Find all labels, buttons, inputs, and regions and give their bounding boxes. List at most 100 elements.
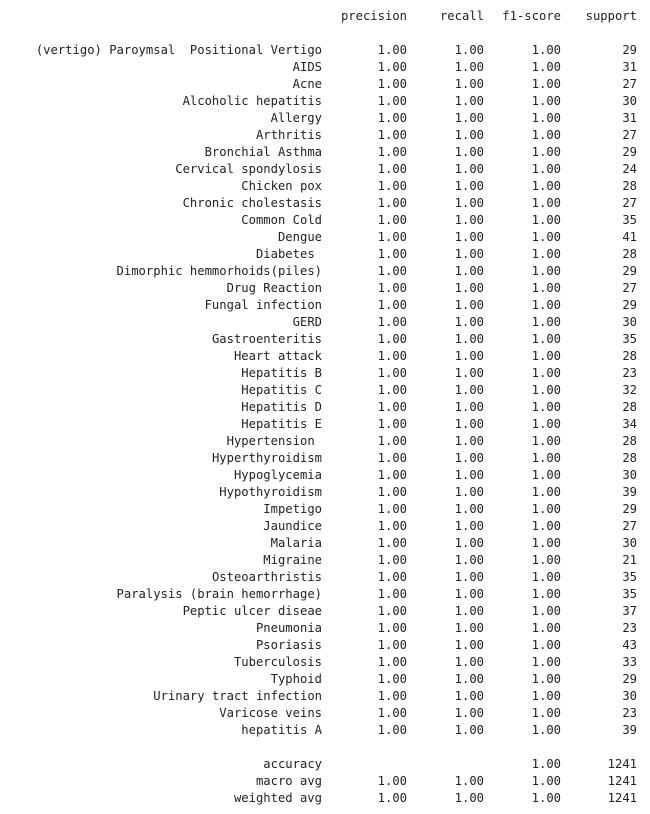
table-row: Osteoarthristis 1.00 1.00 1.00 35 xyxy=(0,569,650,586)
header-support: support xyxy=(585,9,637,23)
row-recall: 1.00 xyxy=(454,570,484,584)
row-support: 29 xyxy=(622,298,637,312)
row-recall: 1.00 xyxy=(454,247,484,261)
row-support: 28 xyxy=(622,179,637,193)
row-f1-score: 1.00 xyxy=(531,757,561,771)
row-f1-score: 1.00 xyxy=(531,315,561,329)
row-f1-score: 1.00 xyxy=(531,434,561,448)
row-f1-score: 1.00 xyxy=(531,451,561,465)
table-row: Hyperthyroidism 1.00 1.00 1.00 28 xyxy=(0,450,650,467)
row-label: Cervical spondylosis xyxy=(175,162,322,176)
row-recall: 1.00 xyxy=(454,366,484,380)
row-recall: 1.00 xyxy=(454,655,484,669)
row-f1-score: 1.00 xyxy=(531,485,561,499)
row-support: 35 xyxy=(622,213,637,227)
row-support: 1241 xyxy=(607,774,637,788)
table-row: Paralysis (brain hemorrhage) 1.00 1.00 1.00… xyxy=(0,586,650,603)
row-support: 30 xyxy=(622,94,637,108)
row-precision: 1.00 xyxy=(377,621,407,635)
row-support: 35 xyxy=(622,332,637,346)
row-f1-score: 1.00 xyxy=(531,281,561,295)
table-row: Dimorphic hemmorhoids(piles) 1.00 1.00 1.00… xyxy=(0,263,650,280)
row-f1-score: 1.00 xyxy=(531,349,561,363)
row-support: 39 xyxy=(622,723,637,737)
row-support: 34 xyxy=(622,417,637,431)
row-label: Hyperthyroidism xyxy=(211,451,322,465)
row-f1-score: 1.00 xyxy=(531,468,561,482)
row-label: Jaundice xyxy=(263,519,322,533)
row-f1-score: 1.00 xyxy=(531,213,561,227)
row-label: Common Cold xyxy=(241,213,322,227)
row-label: Malaria xyxy=(270,536,322,550)
row-label: Gastroenteritis xyxy=(211,332,322,346)
table-row: Chicken pox 1.00 1.00 1.00 28 xyxy=(0,178,650,195)
row-precision: 1.00 xyxy=(377,111,407,125)
row-precision: 1.00 xyxy=(377,519,407,533)
row-precision: 1.00 xyxy=(377,77,407,91)
table-row: Dengue 1.00 1.00 1.00 41 xyxy=(0,229,650,246)
row-f1-score: 1.00 xyxy=(531,536,561,550)
row-precision: 1.00 xyxy=(377,706,407,720)
row-support: 28 xyxy=(622,434,637,448)
row-label: Dengue xyxy=(277,230,322,244)
table-row: hepatitis A 1.00 1.00 1.00 39 xyxy=(0,722,650,739)
row-label: Dimorphic hemmorhoids(piles) xyxy=(116,264,322,278)
table-row: Allergy 1.00 1.00 1.00 31 xyxy=(0,110,650,127)
row-f1-score: 1.00 xyxy=(531,723,561,737)
row-label: AIDS xyxy=(292,60,322,74)
row-support: 30 xyxy=(622,536,637,550)
row-label: Chicken pox xyxy=(241,179,322,193)
row-recall: 1.00 xyxy=(454,128,484,142)
row-recall: 1.00 xyxy=(454,621,484,635)
row-label: Alcoholic hepatitis xyxy=(182,94,322,108)
table-row: Malaria 1.00 1.00 1.00 30 xyxy=(0,535,650,552)
table-row: Gastroenteritis 1.00 1.00 1.00 35 xyxy=(0,331,650,348)
row-precision: 1.00 xyxy=(377,315,407,329)
row-precision: 1.00 xyxy=(377,587,407,601)
row-recall: 1.00 xyxy=(454,281,484,295)
row-precision: 1.00 xyxy=(377,349,407,363)
row-support: 31 xyxy=(622,60,637,74)
row-f1-score: 1.00 xyxy=(531,145,561,159)
row-precision: 1.00 xyxy=(377,638,407,652)
row-support: 30 xyxy=(622,468,637,482)
row-support: 29 xyxy=(622,502,637,516)
row-support: 27 xyxy=(622,128,637,142)
table-row: Cervical spondylosis 1.00 1.00 1.00 24 xyxy=(0,161,650,178)
row-label: Chronic cholestasis xyxy=(182,196,322,210)
row-label: weighted avg xyxy=(233,791,322,805)
row-label: GERD xyxy=(292,315,322,329)
table-row: Impetigo 1.00 1.00 1.00 29 xyxy=(0,501,650,518)
table-row: Hepatitis E 1.00 1.00 1.00 34 xyxy=(0,416,650,433)
row-f1-score: 1.00 xyxy=(531,111,561,125)
row-recall: 1.00 xyxy=(454,196,484,210)
row-label: Urinary tract infection xyxy=(153,689,322,703)
table-row: Migraine 1.00 1.00 1.00 21 xyxy=(0,552,650,569)
row-label: Varicose veins xyxy=(219,706,322,720)
row-precision: 1.00 xyxy=(377,281,407,295)
row-label: Hepatitis E xyxy=(241,417,322,431)
row-recall: 1.00 xyxy=(454,502,484,516)
row-recall: 1.00 xyxy=(454,43,484,57)
row-label: Hypoglycemia xyxy=(233,468,322,482)
row-recall: 1.00 xyxy=(454,587,484,601)
row-support: 43 xyxy=(622,638,637,652)
row-f1-score: 1.00 xyxy=(531,672,561,686)
row-f1-score: 1.00 xyxy=(531,128,561,142)
row-precision: 1.00 xyxy=(377,332,407,346)
row-support: 35 xyxy=(622,587,637,601)
row-label: Hepatitis B xyxy=(241,366,322,380)
row-support: 28 xyxy=(622,400,637,414)
row-precision: 1.00 xyxy=(377,230,407,244)
table-row: Common Cold 1.00 1.00 1.00 35 xyxy=(0,212,650,229)
row-label: Allergy xyxy=(270,111,322,125)
row-support: 28 xyxy=(622,451,637,465)
table-row: Drug Reaction 1.00 1.00 1.00 27 xyxy=(0,280,650,297)
row-precision: 1.00 xyxy=(377,451,407,465)
row-precision: 1.00 xyxy=(377,417,407,431)
row-precision: 1.00 xyxy=(377,604,407,618)
row-precision: 1.00 xyxy=(377,723,407,737)
row-recall: 1.00 xyxy=(454,706,484,720)
header-precision: precision xyxy=(340,9,407,23)
row-precision: 1.00 xyxy=(377,60,407,74)
